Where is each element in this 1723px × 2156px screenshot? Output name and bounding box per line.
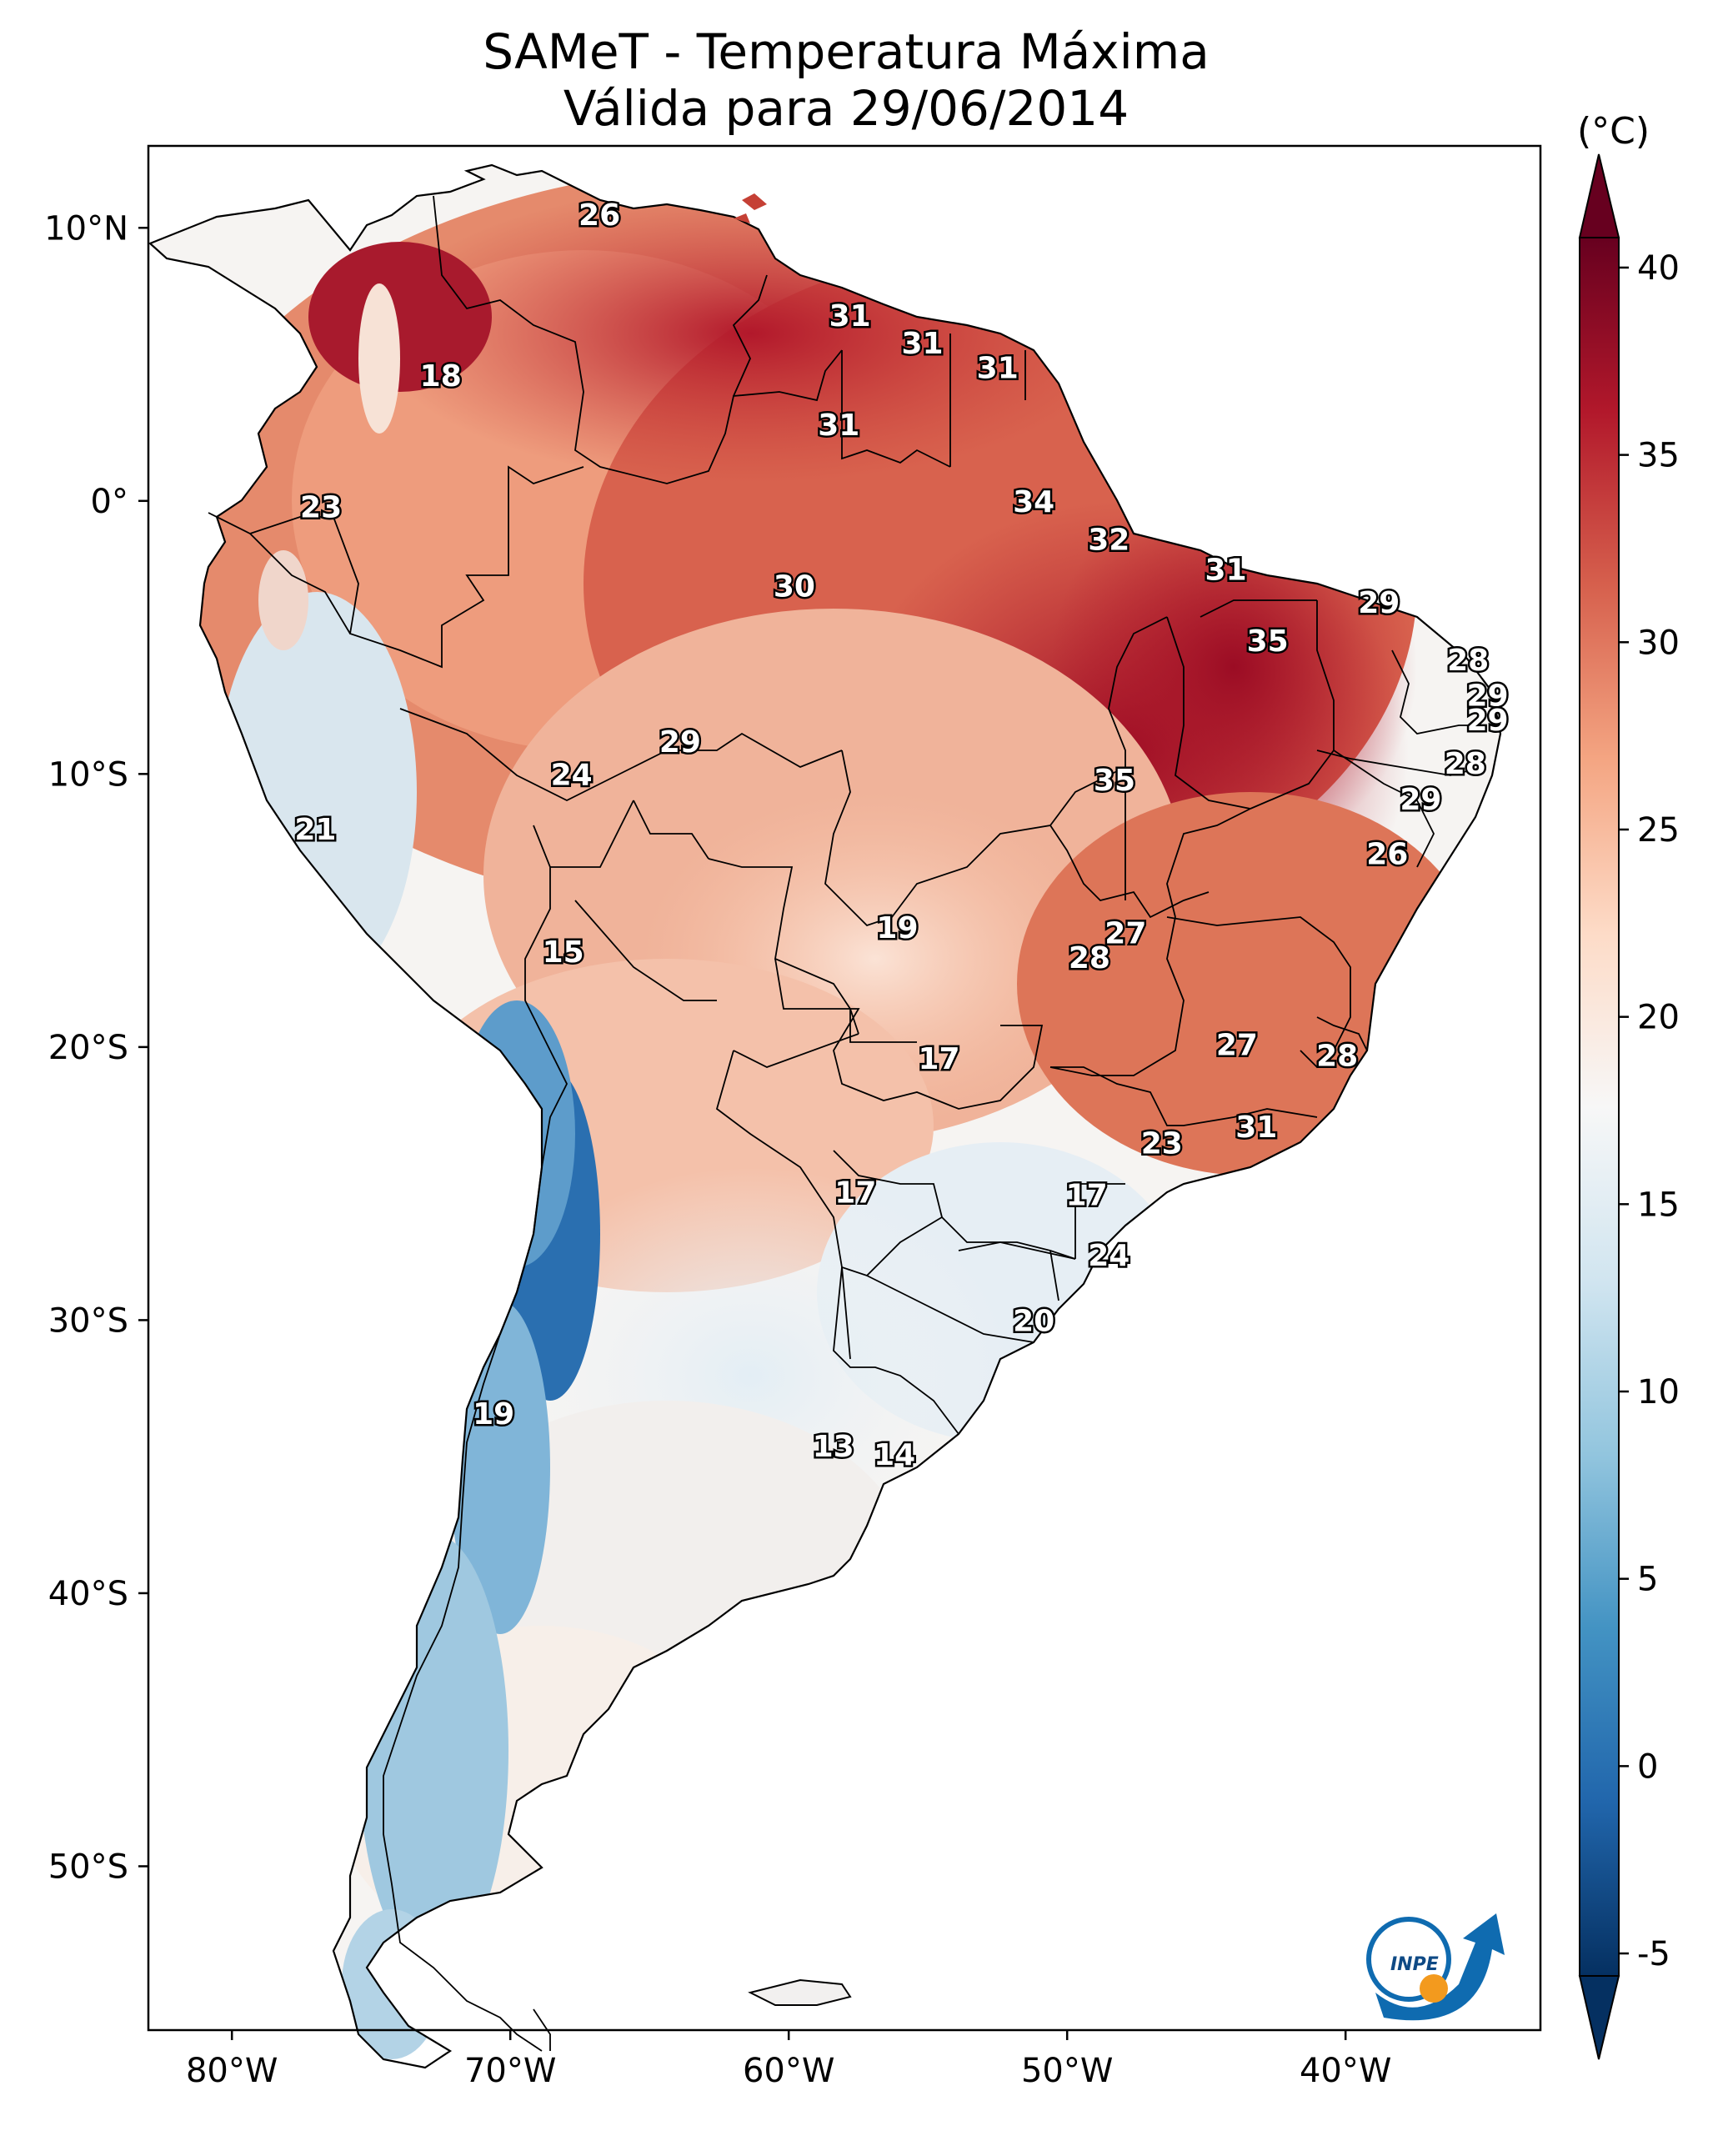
- station-temperature-label: 31: [1235, 1111, 1277, 1145]
- station-temperature-label: 24: [1088, 1239, 1129, 1273]
- map-frame: [147, 144, 1542, 2032]
- station-temperature-label: 17: [1066, 1179, 1108, 1213]
- colorbar-tick-label: 0: [1637, 1747, 1658, 1786]
- station-temperature-label: 31: [977, 351, 1019, 385]
- station-temperature-label: 19: [876, 911, 918, 945]
- station-temperature-label: 20: [1013, 1304, 1054, 1338]
- station-temperature-label: 32: [1088, 524, 1129, 558]
- lon-tick-label: 40°W: [1300, 2052, 1391, 2090]
- station-temperature-label: 26: [579, 198, 620, 233]
- colorbar-tick-label: 40: [1637, 249, 1680, 288]
- station-temperature-label: 17: [919, 1042, 960, 1076]
- colorbar-tick-label: 10: [1637, 1373, 1680, 1411]
- colorbar-bottom-extension: [1578, 1975, 1620, 2060]
- colorbar-tick-label: 20: [1637, 999, 1680, 1037]
- lat-tick-label: 50°S: [48, 1848, 128, 1886]
- lat-tick-label: 10°S: [48, 755, 128, 794]
- station-temperature-label: 35: [1094, 764, 1135, 798]
- falkland-islands: [748, 1978, 852, 2006]
- station-temperature-label: 28: [1316, 1040, 1358, 1074]
- station-temperature-label: 23: [1141, 1127, 1183, 1161]
- colorbar-tick-label: 35: [1637, 437, 1680, 475]
- coastline: [148, 163, 1502, 2069]
- latitude-axis: 10°N 0° 10°S 20°S 30°S 40°S 50°S: [44, 209, 148, 1886]
- map-title: SAMeT - Temperatura Máxima Válida para 2…: [150, 23, 1542, 137]
- station-temperature-label: 28: [1445, 747, 1486, 781]
- station-temperature-label: 31: [1205, 554, 1247, 588]
- caribbean-islands: [734, 193, 767, 223]
- longitude-axis: 80°W 70°W 60°W 50°W 40°W: [186, 2030, 1391, 2090]
- inpe-logo-text: INPE: [1390, 1954, 1439, 1975]
- title-line-1: SAMeT - Temperatura Máxima: [483, 23, 1210, 80]
- lon-tick-label: 70°W: [464, 2052, 556, 2090]
- station-temperature-label: 31: [901, 327, 943, 361]
- lat-tick-label: 10°N: [44, 209, 128, 248]
- lat-tick-label: 30°S: [48, 1301, 128, 1340]
- colorbar: (°C) 40 35 30 25 20 15 10 5 0 -5: [1577, 110, 1680, 2060]
- lat-tick-label: 40°S: [48, 1575, 128, 1613]
- station-temperature-label: 29: [1400, 783, 1441, 817]
- lon-tick-label: 60°W: [743, 2052, 834, 2090]
- station-temperature-label: 13: [813, 1430, 854, 1464]
- station-temperature-label: 18: [420, 359, 462, 394]
- station-temperature-label: 19: [473, 1397, 514, 1431]
- lat-tick-label: 20°S: [48, 1029, 128, 1067]
- station-temperature-label: 29: [1466, 679, 1508, 713]
- lon-tick-label: 50°W: [1021, 2052, 1113, 2090]
- lon-tick-label: 80°W: [186, 2052, 278, 2090]
- colorbar-tick-label: 15: [1637, 1186, 1680, 1224]
- station-temperature-label: 17: [834, 1176, 876, 1210]
- colorbar-ticks: 40 35 30 25 20 15 10 5 0 -5: [1619, 249, 1680, 1973]
- station-temperature-label: 27: [1104, 916, 1146, 950]
- station-temperature-label: 14: [874, 1438, 915, 1472]
- station-temperature-label: 28: [1447, 644, 1489, 678]
- station-temperature-label: 21: [294, 813, 336, 847]
- colorbar-tick-label: 30: [1637, 624, 1680, 662]
- country-borders: [208, 195, 1485, 2052]
- colorbar-tick-label: 5: [1637, 1561, 1658, 1599]
- colorbar-top-extension: [1578, 153, 1620, 238]
- station-temperature-label: 35: [1247, 624, 1289, 659]
- station-temperature-label: 34: [1013, 485, 1054, 519]
- station-temperature-label: 31: [818, 409, 859, 443]
- colorbar-units: (°C): [1577, 110, 1650, 153]
- colorbar-tick-label: -5: [1637, 1935, 1670, 1973]
- station-temperature-label: 30: [774, 569, 815, 604]
- station-temperature-label: 29: [1358, 586, 1400, 620]
- colorbar-tick-label: 25: [1637, 811, 1680, 850]
- title-line-2: Válida para 29/06/2014: [563, 80, 1129, 137]
- station-temperature-label: 31: [829, 299, 871, 333]
- inpe-logo: INPE: [1366, 1913, 1505, 2021]
- station-temperature-label: 15: [543, 935, 584, 970]
- station-temperature-label: 24: [551, 758, 593, 792]
- station-temperature-label: 23: [300, 490, 342, 524]
- colorbar-scale: [1579, 237, 1620, 1977]
- station-temperature-label: 27: [1216, 1029, 1258, 1063]
- station-temperature-label: 28: [1069, 941, 1110, 975]
- lat-tick-label: 0°: [91, 483, 128, 521]
- station-temperature-label: 29: [659, 725, 701, 760]
- station-temperature-label: 29: [1466, 704, 1508, 738]
- station-temperature-label: 26: [1366, 837, 1408, 871]
